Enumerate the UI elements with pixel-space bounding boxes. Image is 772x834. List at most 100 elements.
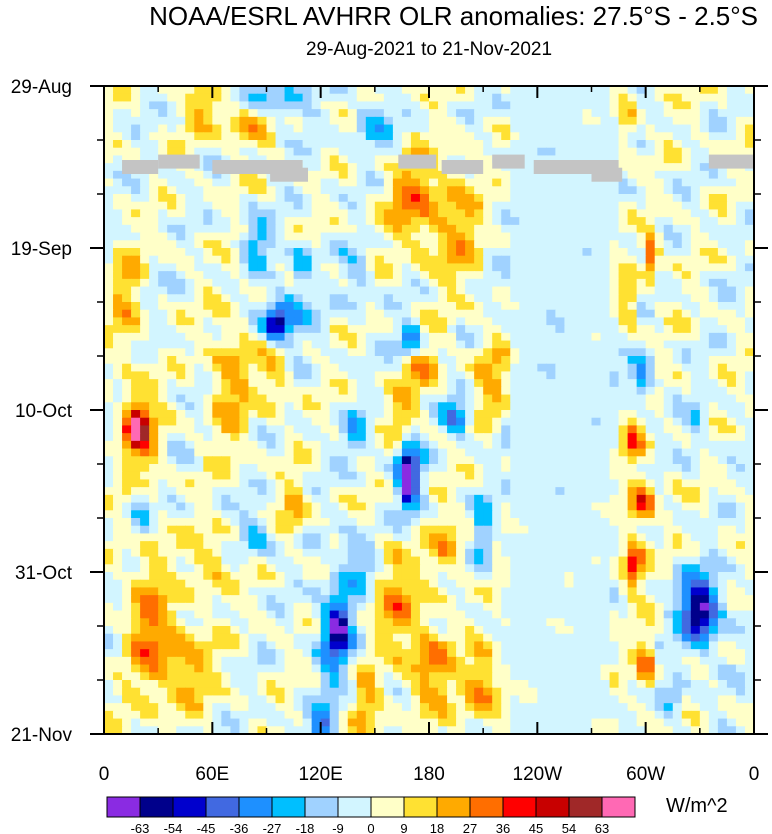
heatmap-cell: [447, 302, 457, 311]
heatmap-cell: [627, 147, 638, 157]
heatmap-cell: [726, 410, 737, 419]
heatmap-cell: [744, 201, 755, 211]
heatmap-cell: [131, 379, 141, 388]
heatmap-cell: [383, 518, 394, 527]
heatmap-cell: [257, 456, 268, 465]
heatmap-cell: [158, 464, 168, 473]
heatmap-cell: [492, 356, 502, 365]
heatmap-cell: [275, 217, 286, 226]
heatmap-cell: [690, 101, 701, 110]
heatmap-cell: [176, 456, 186, 465]
heatmap-cell: [735, 93, 746, 103]
heatmap-cell: [600, 440, 611, 450]
heatmap-cell: [672, 371, 683, 380]
heatmap-cell: [158, 348, 168, 357]
heatmap-cell: [591, 525, 602, 535]
heatmap-cell: [392, 587, 403, 596]
heatmap-cell: [266, 572, 277, 581]
heatmap-cell: [582, 248, 593, 257]
heatmap-cell: [672, 240, 683, 249]
heatmap-cell: [194, 579, 204, 589]
heatmap-cell: [239, 363, 250, 373]
heatmap-cell: [582, 518, 593, 527]
heatmap-cell: [582, 124, 593, 133]
heatmap-cell: [320, 448, 331, 457]
heatmap-cell: [221, 510, 231, 519]
heatmap-cell: [383, 533, 394, 542]
heatmap-cell: [501, 201, 511, 211]
heatmap-cell: [131, 93, 141, 103]
heatmap-cell: [329, 464, 340, 473]
heatmap-cell: [302, 440, 313, 450]
heatmap-cell: [537, 294, 547, 303]
heatmap-cell: [555, 325, 566, 334]
heatmap-cell: [564, 286, 575, 295]
heatmap-cell: [510, 610, 520, 619]
heatmap-cell: [600, 93, 611, 103]
heatmap-cell: [672, 278, 683, 288]
heatmap-cell: [329, 494, 340, 504]
heatmap-cell: [383, 394, 394, 403]
heatmap-cell: [266, 209, 277, 218]
heatmap-cell: [392, 302, 403, 311]
heatmap-cell: [140, 618, 150, 627]
heatmap-cell: [735, 556, 746, 565]
heatmap-cell: [735, 487, 746, 496]
heatmap-cell: [266, 140, 277, 149]
heatmap-cell: [744, 556, 755, 565]
heatmap-cell: [546, 371, 556, 380]
heatmap-cell: [410, 325, 421, 334]
heatmap-cell: [104, 448, 114, 457]
heatmap-cell: [609, 278, 620, 288]
heatmap-cell: [672, 317, 683, 326]
heatmap-cell: [636, 440, 647, 450]
heatmap-cell: [392, 417, 403, 427]
heatmap-cell: [239, 533, 250, 542]
heatmap-cell: [582, 572, 593, 581]
heatmap-cell: [546, 494, 556, 504]
heatmap-cell: [338, 340, 349, 349]
heatmap-cell: [347, 147, 358, 157]
heatmap-cell: [447, 140, 457, 149]
heatmap-cell: [374, 402, 385, 411]
heatmap-cell: [176, 248, 186, 257]
heatmap-cell: [744, 140, 755, 149]
heatmap-cell: [744, 548, 755, 558]
heatmap-cell: [365, 518, 376, 527]
heatmap-cell: [465, 425, 475, 434]
heatmap-cell: [537, 217, 547, 226]
heatmap-cell: [302, 502, 313, 511]
heatmap-cell: [627, 541, 638, 550]
heatmap-cell: [239, 132, 250, 141]
heatmap-cell: [185, 564, 195, 573]
heatmap-cell: [717, 147, 728, 157]
heatmap-cell: [492, 610, 502, 619]
heatmap-cell: [681, 440, 692, 450]
heatmap-cell: [645, 340, 656, 349]
heatmap-cell: [122, 363, 132, 373]
heatmap-cell: [537, 194, 547, 203]
heatmap-cell: [311, 340, 322, 349]
heatmap-cell: [185, 332, 195, 342]
heatmap-cell: [528, 116, 538, 126]
heatmap-cell: [573, 587, 584, 596]
heatmap-cell: [203, 479, 213, 488]
heatmap-cell: [582, 487, 593, 496]
heatmap-cell: [672, 448, 683, 457]
heatmap-cell: [374, 564, 385, 573]
heatmap-cell: [672, 132, 683, 141]
heatmap-cell: [465, 309, 475, 319]
heatmap-cell: [645, 510, 656, 519]
heatmap-cell: [158, 425, 168, 434]
heatmap-cell: [636, 255, 647, 265]
heatmap-cell: [627, 263, 638, 272]
heatmap-cell: [447, 471, 457, 481]
heatmap-cell: [591, 132, 602, 141]
heatmap-cell: [726, 240, 737, 249]
heatmap-cell: [131, 263, 141, 272]
heatmap-cell: [627, 425, 638, 434]
heatmap-cell: [564, 186, 575, 195]
heatmap-cell: [221, 440, 231, 450]
heatmap-cell: [735, 340, 746, 349]
heatmap-cell: [104, 502, 114, 511]
